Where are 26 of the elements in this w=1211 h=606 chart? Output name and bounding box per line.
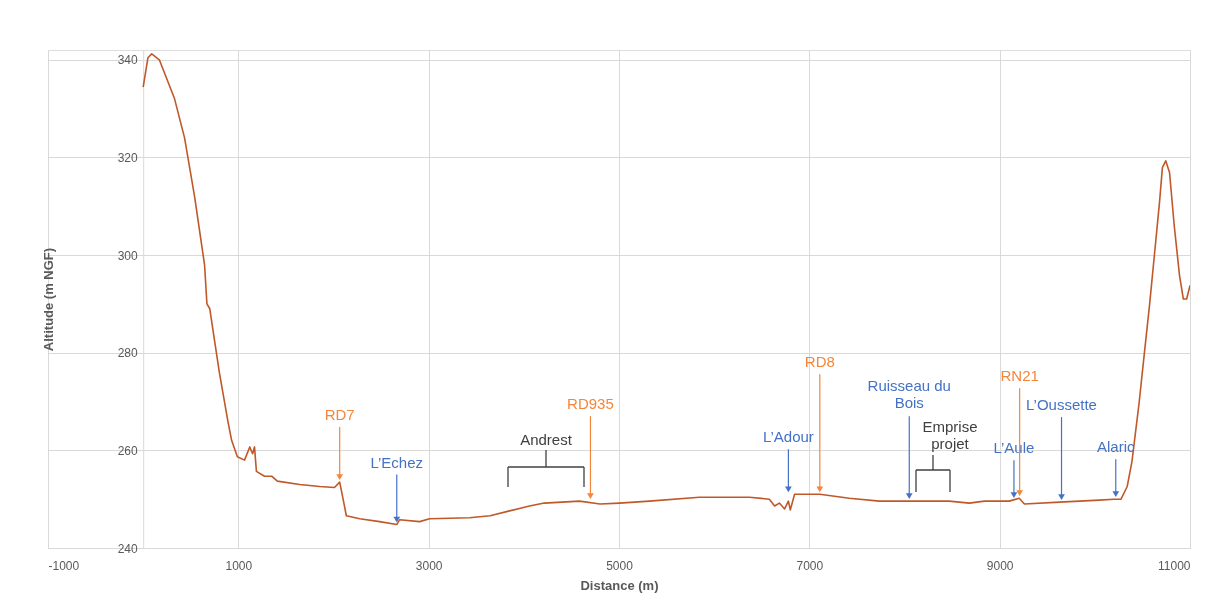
y-axis-title: Altitude (m NGF) (40, 247, 56, 352)
annotation: Andrest (520, 431, 573, 448)
x-tick-label: 7000 (796, 558, 824, 573)
y-tick-label: 320 (117, 150, 138, 165)
x-tick-label: -1000 (48, 558, 80, 573)
annotation: RN21 (1000, 367, 1039, 385)
x-tick-label: 5000 (606, 558, 634, 573)
x-tick-label: 11000 (1158, 558, 1191, 573)
x-tick-label: 3000 (415, 558, 443, 573)
line-series (142, 53, 1190, 526)
annotation: RD7 (324, 406, 355, 424)
y-tick-label: 260 (117, 443, 138, 458)
y-tick-label: 340 (117, 53, 138, 68)
x-tick-label: 1000 (225, 558, 253, 573)
y-tick-label: 240 (117, 541, 138, 556)
y-tick-label: 280 (117, 346, 138, 361)
annotation: L’Oussette (1026, 396, 1097, 414)
annotation: Ruisseau du Bois (867, 377, 951, 412)
annotation: L’Adour (762, 428, 814, 446)
annotation: L’Echez (370, 453, 424, 471)
annotation: RD935 (567, 395, 614, 413)
annotation: Emprise projet (922, 418, 978, 452)
y-tick-label: 300 (117, 248, 138, 263)
annotation: RD8 (804, 353, 835, 371)
x-tick-label: 9000 (986, 558, 1014, 573)
x-axis-title: Distance (m) (580, 577, 659, 593)
